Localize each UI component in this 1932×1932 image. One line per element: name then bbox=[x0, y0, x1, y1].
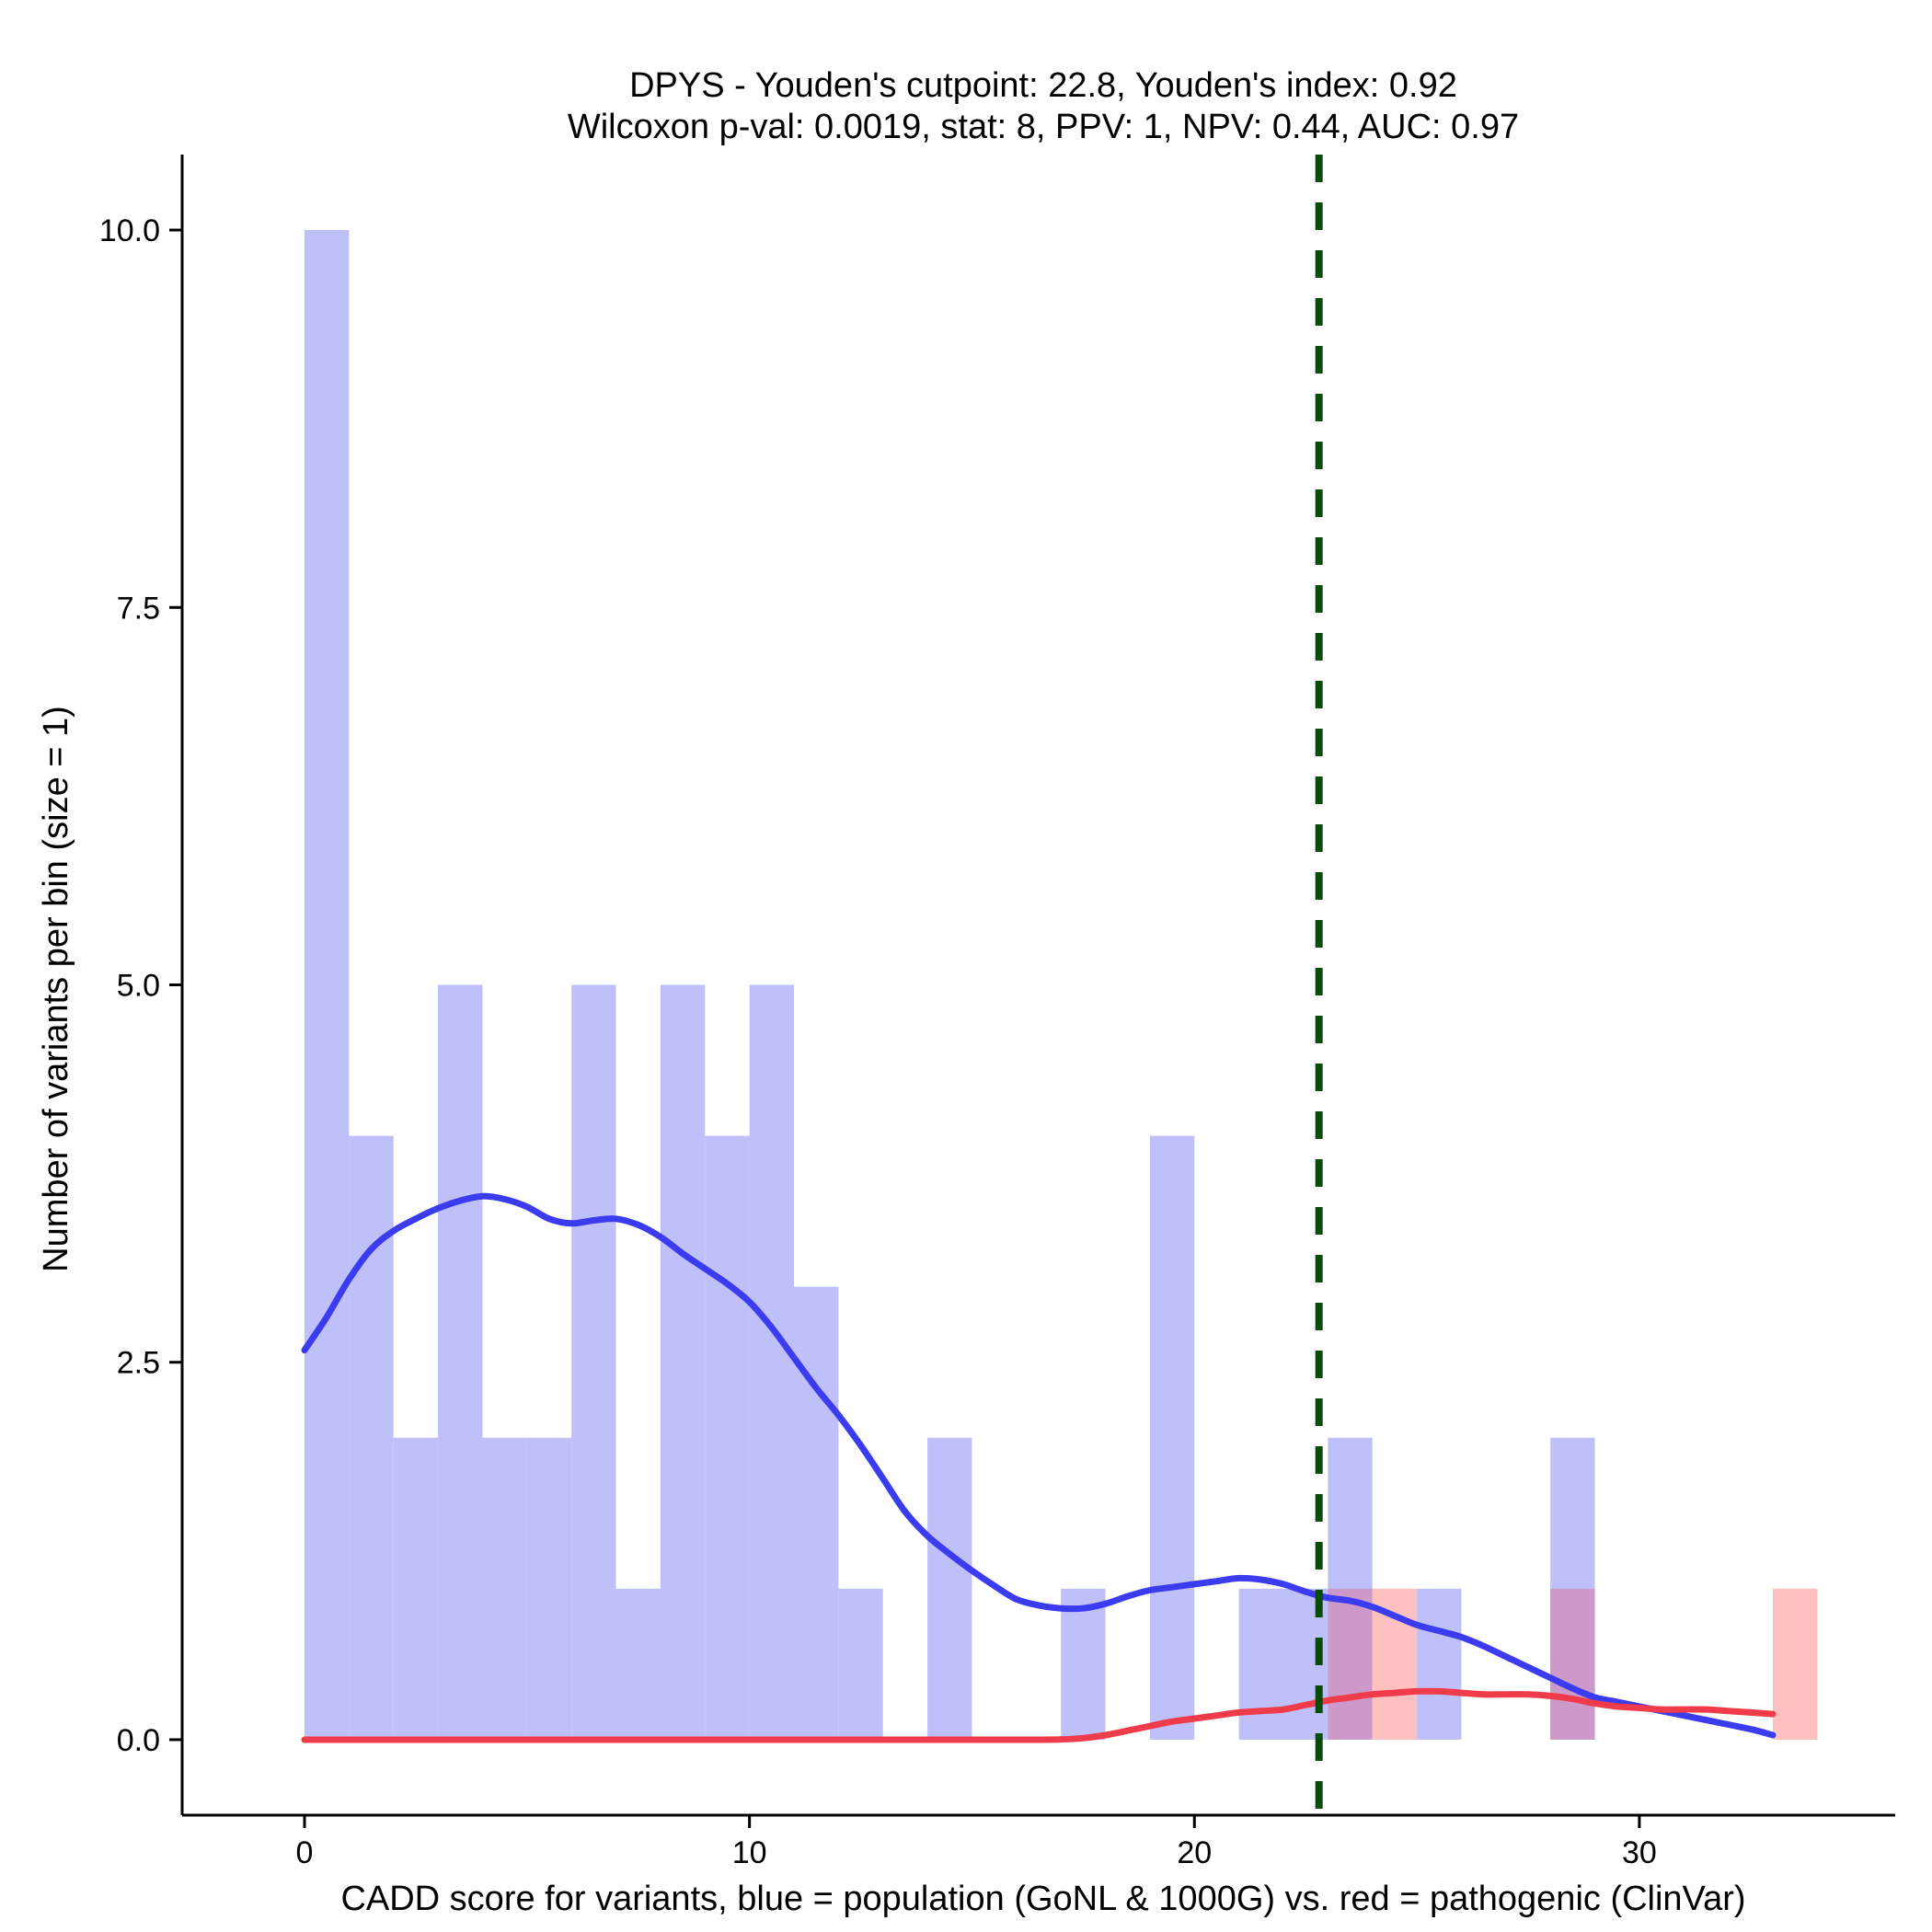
x-tick-label: 20 bbox=[1177, 1835, 1212, 1870]
x-tick-label: 30 bbox=[1622, 1835, 1657, 1870]
pathogenic-density-line bbox=[301, 1687, 1777, 1743]
population-bar bbox=[749, 984, 794, 1740]
population-bar bbox=[838, 1588, 883, 1740]
axes: 0 10 20 30 0.0 2.5 5.0 7.5 10.0 bbox=[99, 155, 1895, 1870]
y-tick-label: 5.0 bbox=[117, 969, 160, 1004]
population-bar bbox=[705, 1135, 750, 1740]
population-bar bbox=[305, 230, 350, 1740]
y-tick-label: 0.0 bbox=[117, 1723, 160, 1758]
y-axis-label: Number of variants per bin (size = 1) bbox=[37, 706, 75, 1272]
population-density-line bbox=[301, 1192, 1777, 1739]
pathogenic-bar bbox=[1550, 1588, 1595, 1740]
population-bar bbox=[615, 1588, 661, 1740]
population-bar bbox=[482, 1437, 527, 1740]
population-bar bbox=[794, 1286, 839, 1740]
y-tick-label: 10.0 bbox=[99, 213, 160, 248]
chart-title-line2: Wilcoxon p-val: 0.0019, stat: 8, PPV: 1,… bbox=[568, 108, 1519, 146]
x-tick-label: 0 bbox=[296, 1835, 314, 1870]
x-axis-label: CADD score for variants, blue = populati… bbox=[340, 1880, 1745, 1918]
y-tick-label: 7.5 bbox=[117, 591, 160, 626]
x-tick-label: 10 bbox=[732, 1835, 767, 1870]
population-bar bbox=[1238, 1588, 1283, 1740]
population-bar bbox=[571, 984, 616, 1740]
y-tick-label: 2.5 bbox=[117, 1346, 160, 1381]
population-bar bbox=[438, 984, 483, 1740]
pathogenic-bar bbox=[1773, 1588, 1818, 1740]
population-bar bbox=[927, 1437, 972, 1740]
chart-title-line1: DPYS - Youden's cutpoint: 22.8, Youden's… bbox=[629, 66, 1457, 105]
population-bar bbox=[1061, 1588, 1106, 1740]
population-bar bbox=[526, 1437, 572, 1740]
population-bar bbox=[1149, 1135, 1195, 1740]
pathogenic-bar bbox=[1328, 1588, 1373, 1740]
density-curves bbox=[301, 1192, 1777, 1743]
population-bar bbox=[660, 984, 706, 1740]
population-bar bbox=[349, 1135, 394, 1740]
bars-layer bbox=[305, 230, 1818, 1740]
population-bar bbox=[393, 1437, 439, 1740]
population-bar bbox=[1417, 1588, 1462, 1740]
